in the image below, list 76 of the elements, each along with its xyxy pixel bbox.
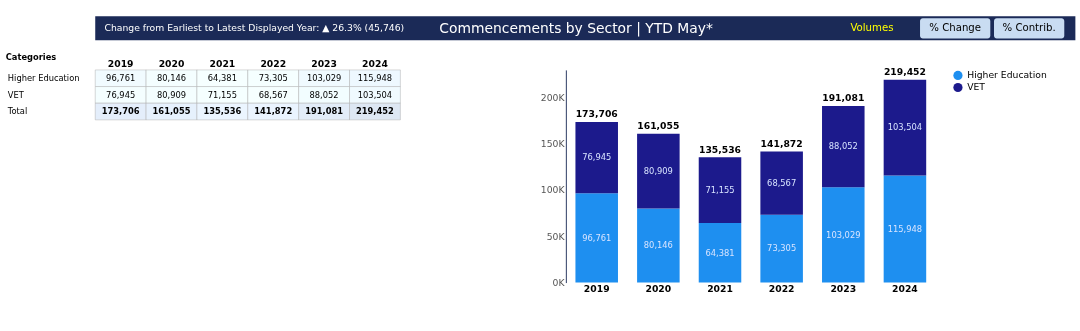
- total-label: 161,055: [637, 120, 680, 132]
- bar: [822, 105, 865, 188]
- x-tick-label: 2021: [209, 57, 236, 69]
- chart-title: Commencements by Sector | YTD May*: [439, 19, 713, 37]
- y-tick-label: 0K: [552, 276, 566, 288]
- data-label: 88,052: [309, 89, 339, 100]
- bar: [637, 133, 680, 209]
- data-label: 64,381: [705, 247, 735, 258]
- data-label: 115,948: [887, 223, 923, 234]
- data-label: 71,155: [705, 184, 735, 195]
- y-tick-label: 50K: [546, 230, 566, 242]
- data-label: 80,146: [156, 73, 187, 84]
- y-tick-label: Higher Education: [7, 73, 80, 84]
- data-label: 96,761: [582, 232, 612, 243]
- x-tick-label: 2020: [158, 57, 185, 69]
- x-tick-label: 2022: [768, 283, 795, 295]
- data-label: 88,052: [828, 141, 858, 152]
- data-label: 115,948: [357, 73, 393, 84]
- bar: [575, 193, 618, 283]
- data-label: 103,504: [887, 122, 923, 133]
- y-axis-title: Categories: [5, 52, 57, 63]
- data-label: 219,452: [356, 106, 395, 117]
- bar: [760, 151, 803, 215]
- bar: [575, 121, 618, 194]
- bar: [883, 79, 927, 176]
- x-tick-label: 2019: [583, 283, 610, 295]
- x-tick-label: 2022: [260, 57, 287, 69]
- data-label: 73,305: [258, 73, 288, 84]
- data-label: 96,761: [106, 73, 136, 84]
- bar: [698, 157, 742, 224]
- data-label: 80,909: [643, 165, 673, 176]
- data-label: 103,029: [306, 73, 342, 84]
- y-tick-label: Total: [6, 106, 28, 117]
- legend-label: VET: [967, 81, 986, 93]
- y-tick-label: 200K: [540, 91, 566, 103]
- data-label: 141,872: [254, 106, 293, 117]
- data-label: 173,706: [101, 106, 140, 117]
- bar: [637, 208, 680, 283]
- bar: [760, 214, 803, 283]
- bar: [822, 187, 865, 283]
- text: % Change: [929, 22, 982, 34]
- data-label: 76,945: [106, 89, 136, 100]
- bar: [883, 175, 927, 283]
- y-tick-label: 150K: [540, 138, 566, 150]
- data-label: 68,567: [767, 177, 797, 188]
- x-tick-label: 2024: [362, 57, 388, 69]
- data-label: 80,146: [643, 240, 673, 251]
- x-tick-label: 2024: [892, 283, 918, 295]
- x-tick-label: 2023: [311, 57, 337, 69]
- total-label: 141,872: [760, 137, 803, 149]
- y-tick-label: VET: [7, 89, 25, 100]
- x-tick-label: 2023: [830, 283, 857, 295]
- total-label: 219,452: [883, 66, 926, 78]
- x-tick-label: 2020: [645, 283, 672, 295]
- data-label: 76,945: [582, 152, 612, 163]
- x-tick-label: 2019: [107, 57, 134, 69]
- data-label: 68,567: [258, 89, 288, 100]
- text: % Contrib.: [1002, 22, 1056, 34]
- total-label: 173,706: [575, 108, 618, 120]
- data-label: 80,909: [156, 89, 187, 100]
- legend-label: Higher Education: [967, 69, 1047, 81]
- y-tick-label: 100K: [540, 184, 566, 196]
- total-label: 191,081: [822, 92, 865, 104]
- data-label: 103,029: [826, 229, 861, 240]
- text: Change from Earliest to Latest Displayed Year: ▲ 26.3% (45,746): [104, 22, 405, 34]
- data-label: 64,381: [207, 73, 237, 84]
- total-label: 135,536: [698, 143, 742, 155]
- bar: [698, 223, 742, 283]
- text: Volumes: [850, 22, 894, 34]
- data-label: 161,055: [152, 106, 191, 117]
- data-label: 191,081: [305, 106, 344, 117]
- data-label: 73,305: [767, 243, 797, 254]
- data-label: 135,536: [203, 106, 242, 117]
- data-label: 71,155: [207, 89, 237, 100]
- x-tick-label: 2021: [707, 283, 733, 295]
- data-label: 103,504: [357, 89, 393, 100]
